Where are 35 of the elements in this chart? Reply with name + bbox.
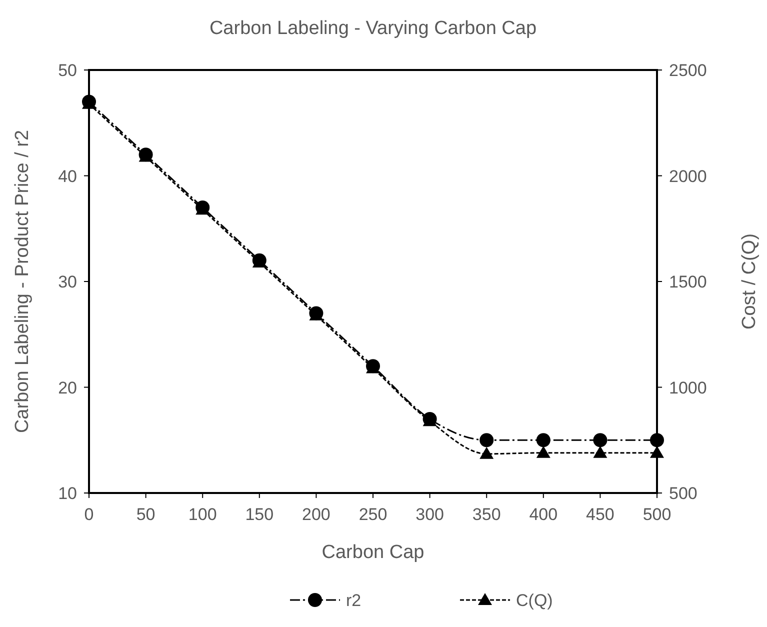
- x-tick-label: 400: [529, 505, 558, 524]
- y-tick-label: 10: [58, 484, 77, 503]
- x-tick-label: 50: [136, 505, 156, 524]
- y-tick-label: 50: [58, 61, 77, 80]
- x-tick-label: 450: [586, 505, 614, 524]
- x-tick-label: 100: [188, 505, 217, 524]
- y-tick-label: 20: [58, 378, 77, 398]
- x-axis-title: Carbon Cap: [322, 542, 424, 563]
- point: [480, 446, 494, 459]
- x-tick-label: 500: [642, 505, 672, 524]
- y-axis-title: Carbon Labeling - Product Price / r2: [12, 130, 33, 434]
- legend-label: r2: [346, 591, 362, 610]
- point: [536, 433, 550, 448]
- y2-tick-label: 1000: [669, 378, 707, 398]
- x-tick-label: 250: [358, 505, 388, 524]
- point: [593, 433, 608, 448]
- chart-title: Carbon Labeling - Varying Carbon Cap: [209, 18, 537, 39]
- point: [480, 433, 494, 448]
- y2-tick-label: 1500: [669, 272, 707, 292]
- x-tick-label: 150: [245, 505, 274, 524]
- y-tick-label: 30: [58, 272, 77, 292]
- point: [650, 433, 664, 448]
- point: [650, 446, 664, 458]
- y-tick-label: 40: [58, 166, 77, 186]
- x-tick-label: 350: [472, 505, 501, 524]
- x-tick-label: 200: [302, 505, 330, 524]
- y2-tick-label: 500: [669, 484, 698, 503]
- y2-tick-label: 2500: [669, 61, 707, 80]
- point: [593, 446, 608, 458]
- y2-axis-title: Cost / C(Q): [739, 233, 760, 330]
- legend-label: C(Q): [516, 591, 553, 610]
- x-tick-label: 0: [84, 505, 94, 524]
- point: [536, 446, 550, 458]
- x-tick-label: 300: [416, 505, 444, 524]
- y2-tick-label: 2000: [669, 166, 707, 186]
